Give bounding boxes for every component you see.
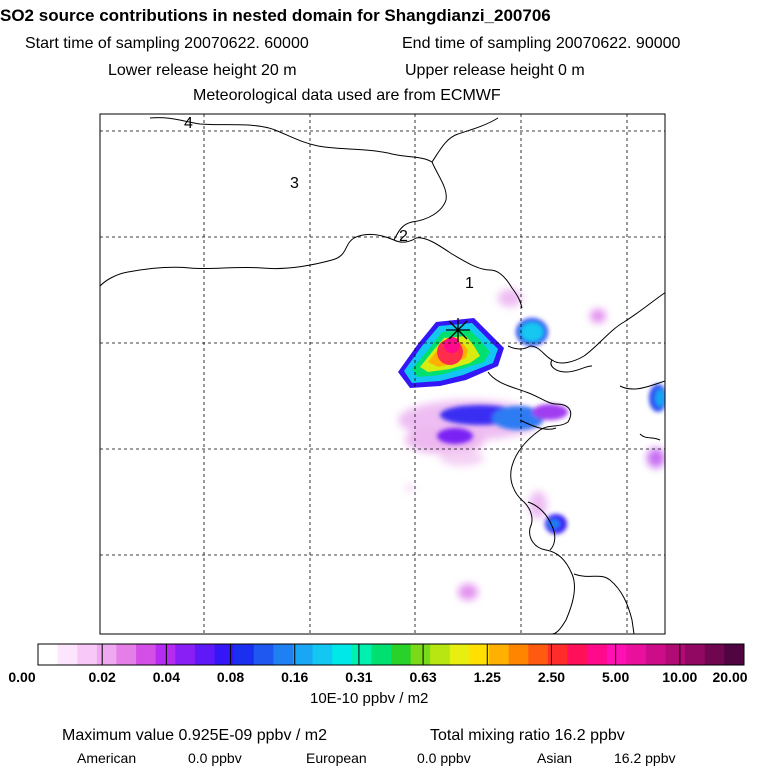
ring-label-3: 3 — [290, 175, 299, 192]
colorbar-swatch — [685, 644, 706, 665]
coastline — [100, 117, 665, 634]
american-label: American — [77, 750, 137, 766]
colorbar-swatch — [469, 644, 490, 665]
colorbar-swatch — [528, 644, 549, 665]
colorbar-swatch — [38, 644, 59, 665]
colorbar-swatch — [587, 644, 608, 665]
european-label: European — [306, 750, 367, 766]
total-mixing-ratio: Total mixing ratio 16.2 ppbv — [430, 727, 625, 744]
plume-layer — [398, 289, 665, 600]
colorbar — [37, 643, 745, 666]
colorbar-tick-label: 5.00 — [602, 669, 630, 685]
colorbar-swatch — [96, 644, 117, 665]
colorbar-swatch — [116, 644, 137, 665]
colorbar-swatch — [430, 644, 451, 665]
max-value: Maximum value 0.925E-09 ppbv / m2 — [62, 727, 328, 744]
ring-label-1: 1 — [465, 275, 474, 292]
colorbar-tick-label: 0.16 — [281, 669, 309, 685]
colorbar-swatch — [449, 644, 470, 665]
colorbar-swatch — [77, 644, 98, 665]
colorbar-swatch — [214, 644, 235, 665]
end-time-label: End time of sampling 20070622. 90000 — [402, 35, 681, 52]
colorbar-tick-label: 0.00 — [8, 669, 36, 685]
colorbar-swatch — [194, 644, 215, 665]
colorbar-tick-label: 10.00 — [662, 669, 698, 685]
ring-labels: 1 2 3 4 — [184, 115, 474, 292]
colorbar-tick-label: 0.02 — [88, 669, 116, 685]
colorbar-tick-label: 0.31 — [345, 669, 373, 685]
colorbar-tick-label: 0.08 — [216, 669, 245, 685]
colorbar-swatch — [273, 644, 294, 665]
colorbar-swatch — [371, 644, 392, 665]
colorbar-tick-label: 2.50 — [537, 669, 566, 685]
colorbar-swatch — [332, 644, 353, 665]
colorbar-swatch — [724, 644, 745, 665]
colorbar-swatch — [410, 644, 431, 665]
colorbar-swatch — [508, 644, 529, 665]
upper-release-label: Upper release height 0 m — [405, 62, 585, 79]
colorbar-swatch — [704, 644, 725, 665]
colorbar-swatch — [136, 644, 157, 665]
lower-release-label: Lower release height 20 m — [108, 62, 297, 79]
colorbar-unit: 10E-10 ppbv / m2 — [310, 690, 429, 707]
colorbar-frame — [37, 643, 745, 666]
colorbar-swatch — [567, 644, 588, 665]
colorbar-swatch — [606, 644, 627, 665]
colorbar-tick-label: 1.25 — [473, 669, 501, 685]
colorbar-tick-label: 20.00 — [712, 669, 748, 685]
colorbar-swatch — [665, 644, 686, 665]
map-frame — [99, 113, 666, 635]
ring-label-2: 2 — [399, 228, 408, 245]
colorbar-swatch — [391, 644, 412, 665]
ring-label-4: 4 — [184, 115, 193, 132]
colorbar-swatch — [626, 644, 647, 665]
colorbar-swatch — [312, 644, 333, 665]
colorbar-swatch — [292, 644, 313, 665]
map-grid — [100, 114, 665, 634]
colorbar-swatch — [547, 644, 568, 665]
colorbar-tick-label: 0.63 — [409, 669, 437, 685]
start-time-label: Start time of sampling 20070622. 60000 — [25, 35, 309, 52]
european-value: 0.0 ppbv — [417, 750, 471, 766]
asterisk-icon — [446, 318, 470, 342]
american-value: 0.0 ppbv — [188, 750, 242, 766]
colorbar-swatch — [234, 644, 255, 665]
colorbar-swatch — [155, 644, 176, 665]
colorbar-swatch — [57, 644, 78, 665]
colorbar-swatch — [175, 644, 196, 665]
colorbar-swatch — [645, 644, 666, 665]
page-title: SO2 source contributions in nested domai… — [0, 6, 551, 25]
asian-value: 16.2 ppbv — [614, 750, 676, 766]
colorbar-swatch — [351, 644, 372, 665]
colorbar-tick-label: 0.04 — [152, 669, 180, 685]
colorbar-swatch — [489, 644, 510, 665]
asian-label: Asian — [537, 750, 573, 766]
met-data-label: Meteorological data used are from ECMWF — [193, 87, 501, 104]
colorbar-swatch — [253, 644, 274, 665]
